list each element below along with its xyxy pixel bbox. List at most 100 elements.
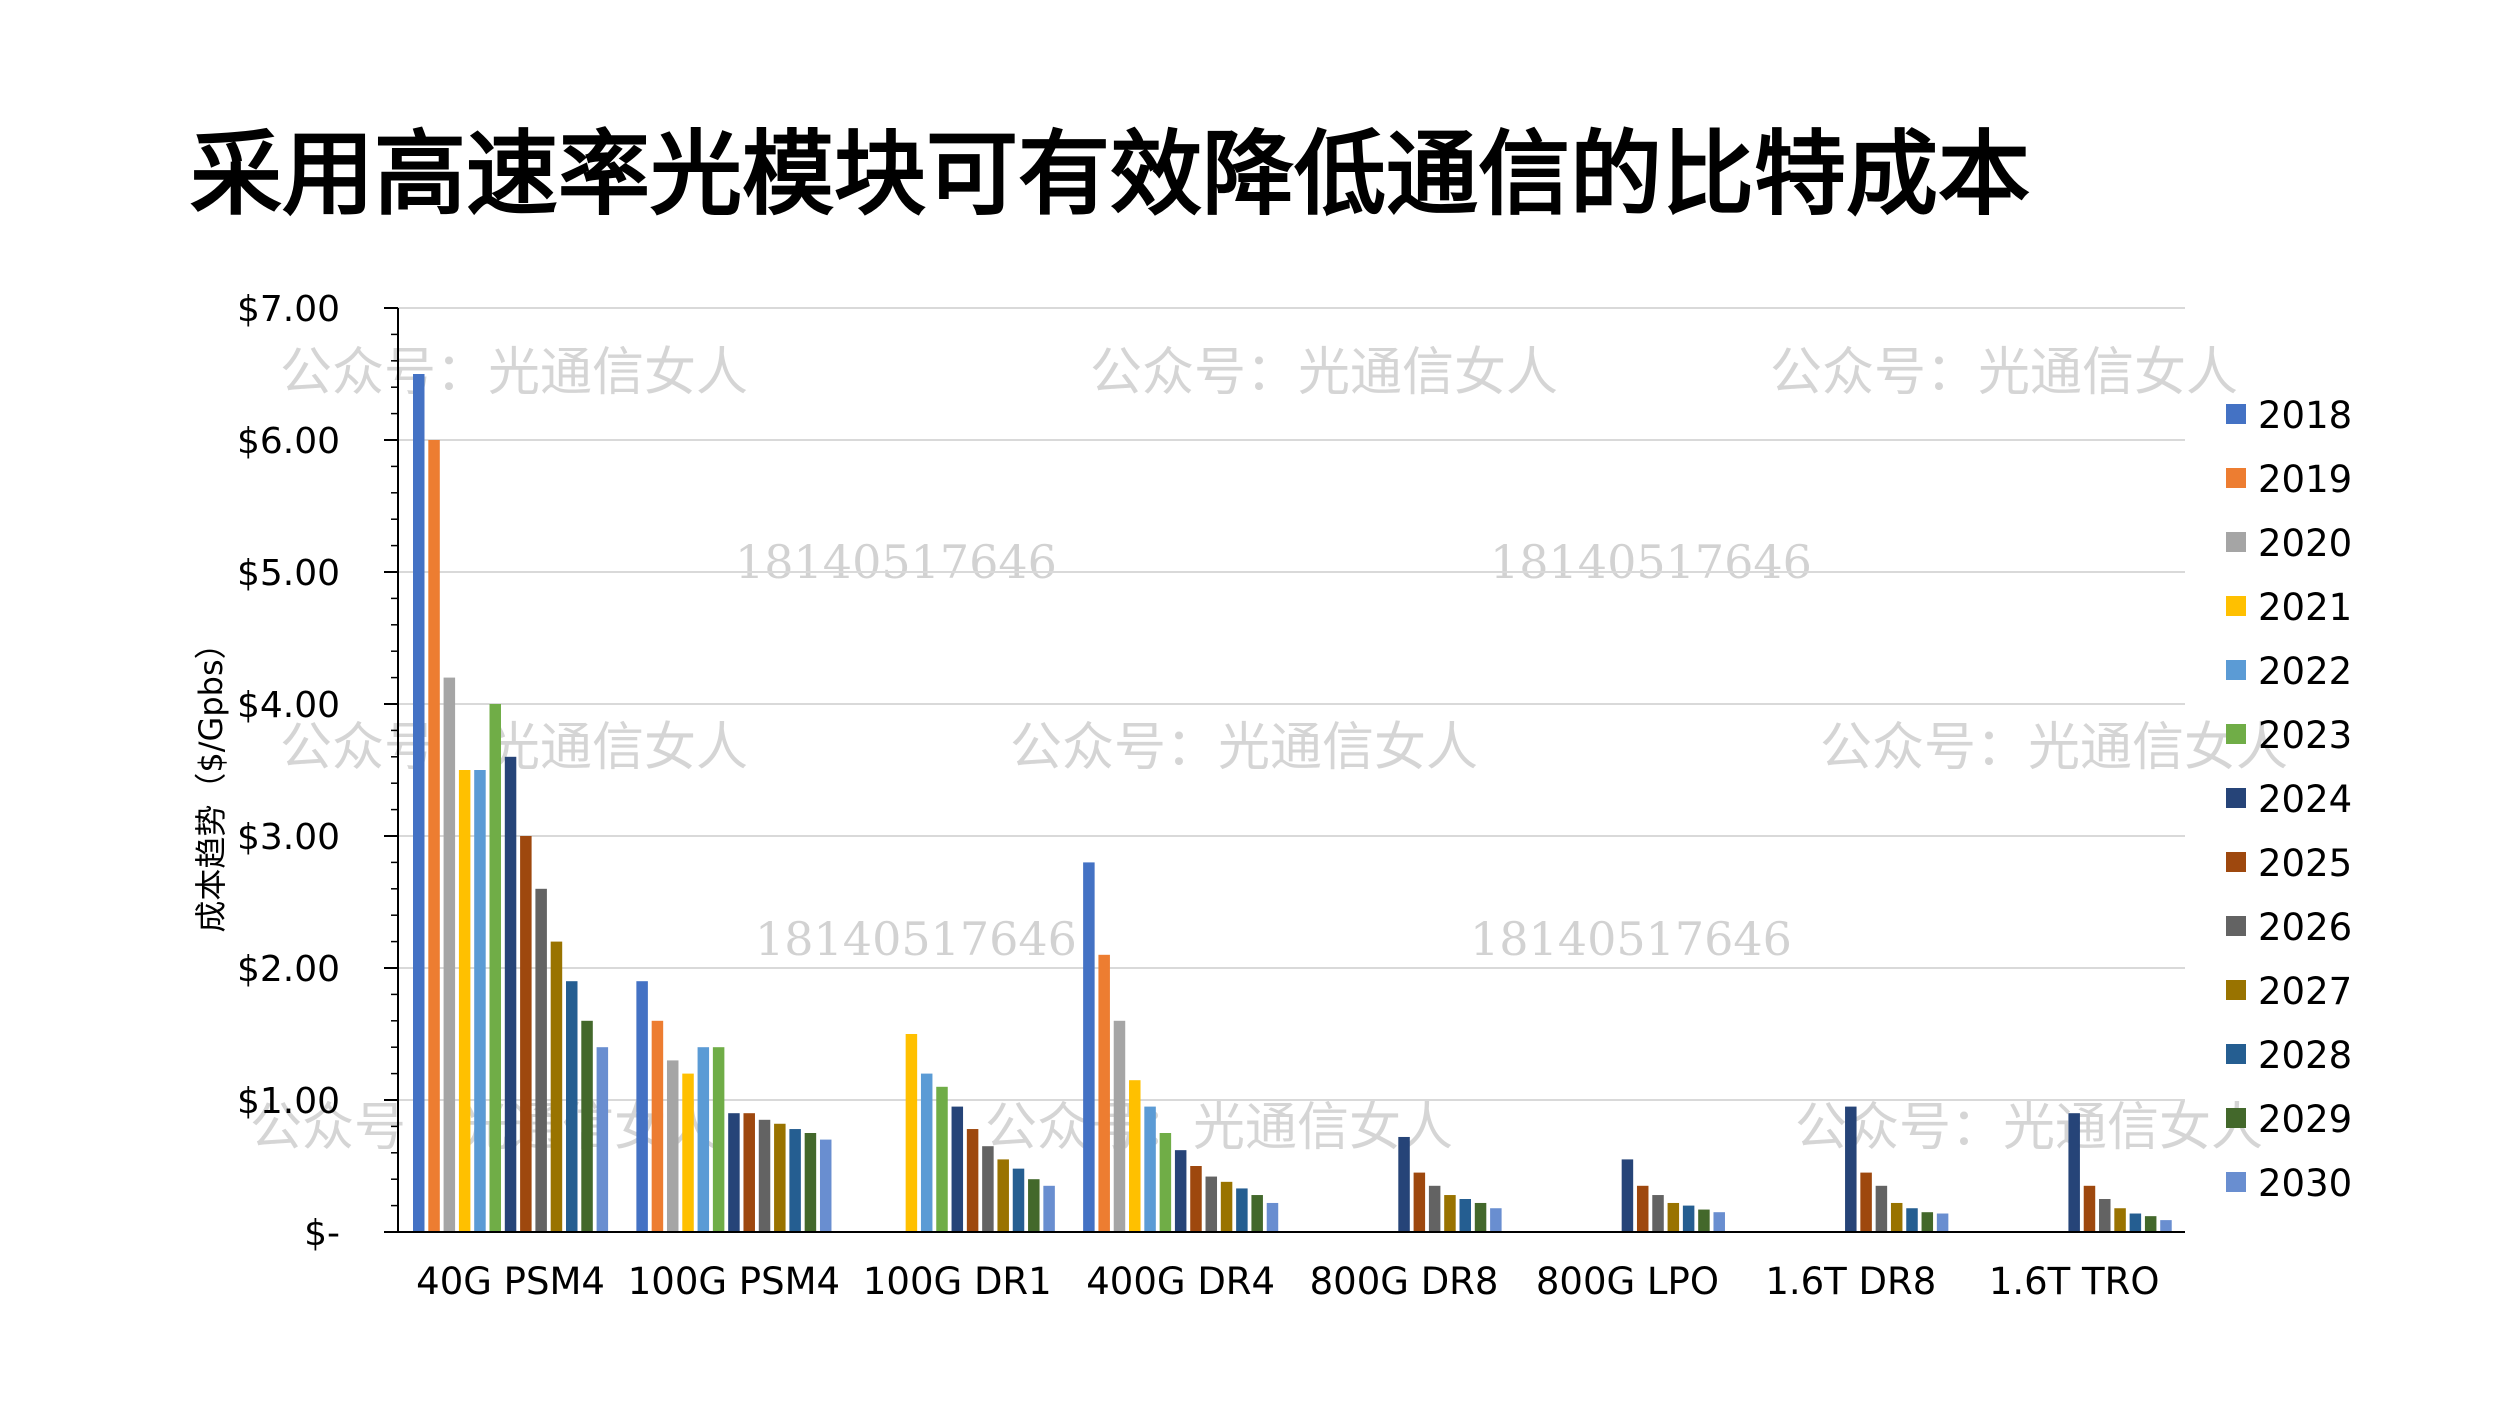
y-tick-label: $2.00: [237, 949, 340, 990]
watermark-text: 公众号：光通信女人: [1010, 718, 1478, 778]
legend: 2018 2019 2020 2021 2022 2023 2024 2025 2026 2027…: [2226, 394, 2352, 1205]
bar: [728, 1113, 740, 1232]
bar: [520, 836, 532, 1232]
bar: [920, 1073, 933, 1232]
y-tick-labels: $- $1.00 $2.00 $3.00 $4.00 $5.00 $6.00 $7.00: [237, 289, 340, 1254]
legend-label: 2027: [2258, 970, 2352, 1013]
bar: [1636, 1185, 1649, 1232]
x-category-label: 100G PSM4: [628, 1260, 840, 1303]
bar: [1875, 1185, 1888, 1232]
watermark-text: 公众号：光通信女人: [1090, 343, 1558, 403]
bar: [1845, 1106, 1857, 1232]
bar: [819, 1139, 832, 1232]
x-category-label: 40G PSM4: [416, 1260, 605, 1303]
bar: [1129, 1080, 1141, 1232]
bar: [936, 1086, 948, 1232]
bar: [2144, 1216, 2157, 1232]
legend-swatch: [2226, 980, 2246, 1000]
bar: [1459, 1199, 1471, 1232]
watermark-number: 18140517646: [1490, 535, 1812, 589]
legend-label: 2024: [2258, 778, 2352, 821]
legend-label: 2023: [2258, 714, 2352, 757]
bar: [1906, 1208, 1918, 1232]
bar: [1012, 1168, 1025, 1232]
watermark-text: 公众号：光通信女人: [1820, 718, 2288, 778]
bar: [1098, 954, 1110, 1232]
axes: [384, 307, 2185, 1233]
bar: [636, 981, 648, 1232]
y-axis-title: 成本趋势（$/Gpbs）: [192, 627, 230, 932]
bar: [504, 756, 517, 1232]
bar: [1652, 1195, 1664, 1232]
bar: [2083, 1185, 2096, 1232]
bar: [2129, 1213, 2142, 1232]
bar: [982, 1146, 994, 1232]
bar: [1490, 1208, 1502, 1232]
bar: [1890, 1202, 1903, 1232]
bar: [697, 1047, 710, 1232]
bar: [1251, 1195, 1263, 1232]
bar: [1174, 1150, 1187, 1232]
x-category-label: 100G DR1: [863, 1260, 1052, 1303]
bar: [1413, 1172, 1426, 1232]
legend-label: 2021: [2258, 586, 2352, 629]
bar: [550, 941, 563, 1232]
bar: [758, 1119, 771, 1232]
bar: [581, 1020, 593, 1232]
y-tick-label: $5.00: [237, 553, 340, 594]
legend-label: 2020: [2258, 522, 2352, 565]
y-tick-label: $7.00: [237, 289, 340, 330]
bar: [1621, 1159, 1634, 1232]
bar: [413, 374, 425, 1232]
legend-label: 2029: [2258, 1098, 2352, 1141]
bar: [1205, 1176, 1218, 1232]
legend-label: 2028: [2258, 1034, 2352, 1077]
legend-swatch: [2226, 788, 2246, 808]
watermark-number: 18140517646: [1470, 912, 1792, 966]
watermark-number: 18140517646: [735, 535, 1057, 589]
x-category-labels: 40G PSM4 100G PSM4 100G DR1 400G DR4 800G DR…: [416, 1260, 2159, 1303]
legend-swatch: [2226, 916, 2246, 936]
bar: [489, 704, 501, 1232]
y-tick-label: $6.00: [237, 421, 340, 462]
bar: [535, 888, 547, 1232]
bar: [951, 1106, 964, 1232]
bar: [1860, 1172, 1872, 1232]
bar: [1043, 1185, 1055, 1232]
bar: [1474, 1202, 1487, 1232]
bar: [1159, 1133, 1172, 1232]
bar: [566, 981, 578, 1232]
y-tick-label: $3.00: [237, 817, 340, 858]
bar: [1144, 1106, 1156, 1232]
bar: [774, 1123, 786, 1232]
watermark-text: 公众号：光通信女人: [280, 343, 748, 403]
bar: [474, 770, 486, 1232]
gridlines: [398, 307, 2185, 1101]
bar: [804, 1133, 817, 1232]
bar: [997, 1159, 1009, 1232]
bar: [789, 1129, 801, 1232]
bar: [1266, 1202, 1279, 1232]
watermark-text: 公众号：光通信女人: [1795, 1098, 2263, 1158]
bar: [1028, 1179, 1040, 1232]
legend-swatch: [2226, 596, 2246, 616]
legend-swatch: [2226, 724, 2246, 744]
legend-swatch: [2226, 1108, 2246, 1128]
legend-swatch: [2226, 532, 2246, 552]
x-category-label: 400G DR4: [1086, 1260, 1275, 1303]
bar: [1667, 1202, 1680, 1232]
bars: [413, 374, 2172, 1232]
bar: [1190, 1166, 1202, 1232]
bar: [682, 1073, 694, 1232]
bar: [1236, 1188, 1248, 1232]
watermark-number: 18140517646: [755, 912, 1077, 966]
legend-label: 2030: [2258, 1162, 2352, 1205]
legend-label: 2022: [2258, 650, 2352, 693]
x-category-label: 1.6T TRO: [1989, 1260, 2160, 1303]
legend-swatch: [2226, 852, 2246, 872]
x-category-label: 800G DR8: [1310, 1260, 1499, 1303]
legend-label: 2026: [2258, 906, 2352, 949]
legend-label: 2019: [2258, 458, 2352, 501]
bar: [1220, 1181, 1233, 1232]
